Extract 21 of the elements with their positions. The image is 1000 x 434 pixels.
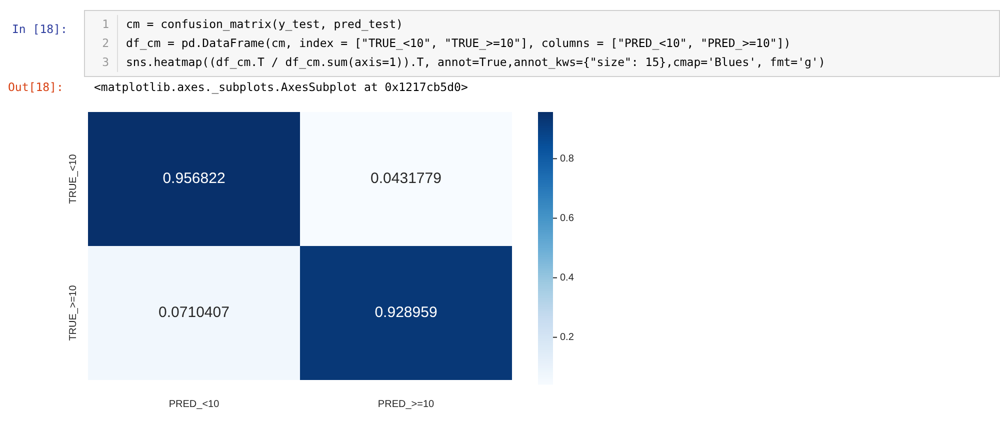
color-bar-label: 0.4	[560, 272, 574, 284]
data-label: 0.0710407	[158, 304, 230, 322]
text: Out[18]:	[8, 80, 64, 94]
x-tick-label: PRED_>=10	[378, 398, 435, 410]
x-tick-label: PRED_<10	[168, 398, 220, 410]
text: cm = confusion_matrix(y_test, pred_test)	[125, 16, 403, 33]
text: 3	[85, 53, 118, 72]
text: 1	[85, 15, 118, 34]
text: In [18]:	[12, 22, 68, 36]
data-label: 0.0431779	[370, 170, 442, 188]
text: <matplotlib.axes._subplots.AxesSubplot at 0x1217cb5d0>	[94, 80, 468, 94]
data-label: 0.956822	[162, 170, 226, 188]
text: 2	[85, 34, 118, 53]
y-tick-label: TRUE_>=10	[68, 284, 79, 341]
color-bar-label: 0.8	[560, 153, 574, 164]
text: sns.heatmap((df_cm.T / df_cm.sum(axis=1)).T, annot=True,annot_kws={"size": 15},cmap='Blues', fmt='g')	[125, 54, 826, 71]
color-bar-label: 0.2	[560, 332, 574, 344]
text: df_cm = pd.DataFrame(cm, index = ["TRUE_<10", "TRUE_>=10"], columns = ["PRED_<10", "PRED_>=10"])	[125, 35, 791, 52]
y-tick-label: TRUE_<10	[68, 154, 79, 204]
color-bar-label: 0.6	[560, 212, 574, 224]
data-label: 0.928959	[374, 304, 438, 322]
